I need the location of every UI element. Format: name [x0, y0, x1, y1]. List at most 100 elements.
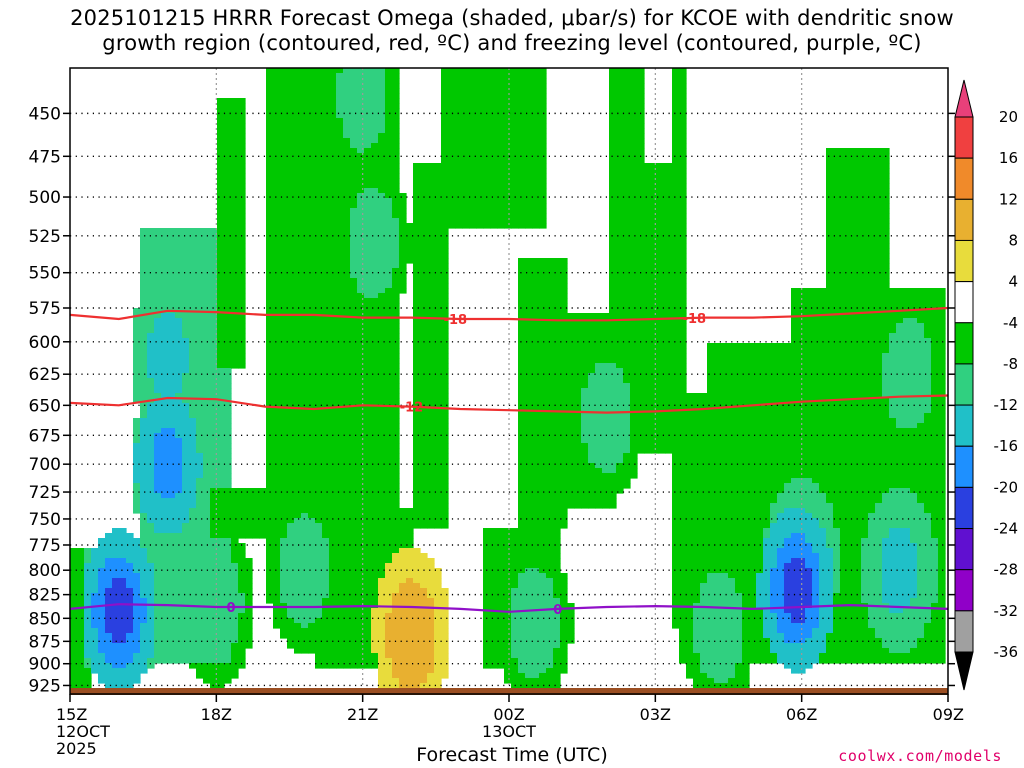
omega-cell — [203, 363, 211, 369]
omega-cell — [287, 358, 295, 364]
omega-cell — [133, 348, 141, 354]
omega-cell — [224, 368, 232, 374]
omega-cell — [231, 343, 239, 349]
omega-cell — [182, 373, 190, 379]
omega-cell — [392, 428, 400, 434]
omega-cell — [385, 478, 393, 484]
omega-cell — [196, 578, 204, 584]
omega-cell — [196, 258, 204, 264]
omega-cell — [413, 608, 421, 614]
omega-cell — [336, 478, 344, 484]
omega-cell — [217, 433, 225, 439]
omega-cell — [105, 628, 113, 634]
omega-cell — [357, 173, 365, 179]
omega-cell — [147, 388, 155, 394]
omega-cell — [441, 143, 449, 149]
omega-cell — [441, 273, 449, 279]
omega-cell — [357, 83, 365, 89]
omega-cell — [392, 328, 400, 334]
omega-cell — [189, 253, 197, 259]
omega-cell — [105, 598, 113, 604]
omega-cell — [322, 598, 330, 604]
omega-cell — [217, 123, 225, 129]
omega-cell — [238, 358, 246, 364]
omega-cell — [336, 248, 344, 254]
omega-cell — [476, 113, 484, 119]
omega-cell — [224, 268, 232, 274]
omega-cell — [280, 308, 288, 314]
omega-cell — [133, 503, 141, 509]
omega-cell — [238, 593, 246, 599]
omega-cell — [238, 258, 246, 264]
omega-cell — [140, 338, 148, 344]
omega-cell — [217, 318, 225, 324]
omega-cell — [168, 428, 176, 434]
omega-cell — [329, 423, 337, 429]
omega-cell — [175, 658, 183, 664]
omega-cell — [154, 528, 162, 534]
omega-cell — [350, 458, 358, 464]
omega-cell — [210, 668, 218, 674]
omega-cell — [294, 623, 302, 629]
omega-cell — [196, 598, 204, 604]
omega-cell — [294, 323, 302, 329]
omega-cell — [287, 278, 295, 284]
omega-cell — [210, 423, 218, 429]
omega-cell — [427, 368, 435, 374]
omega-cell — [392, 393, 400, 399]
omega-cell — [301, 358, 309, 364]
omega-cell — [231, 573, 239, 579]
omega-cell — [392, 118, 400, 124]
omega-cell — [231, 278, 239, 284]
omega-cell — [273, 178, 281, 184]
omega-cell — [210, 538, 218, 544]
omega-cell — [280, 148, 288, 154]
omega-cell — [245, 523, 253, 529]
omega-cell — [294, 503, 302, 509]
omega-cell — [266, 428, 274, 434]
omega-cell — [168, 648, 176, 654]
omega-cell — [357, 198, 365, 204]
omega-cell — [399, 273, 407, 279]
omega-cell — [308, 238, 316, 244]
omega-cell — [154, 463, 162, 469]
omega-cell — [357, 398, 365, 404]
omega-cell — [455, 163, 463, 169]
omega-cell — [168, 503, 176, 509]
omega-cell — [147, 613, 155, 619]
omega-cell — [413, 663, 421, 669]
omega-cell — [427, 163, 435, 169]
omega-cell — [378, 123, 386, 129]
omega-cell — [112, 548, 120, 554]
omega-cell — [112, 533, 120, 539]
omega-cell — [203, 643, 211, 649]
omega-cell — [434, 318, 442, 324]
omega-cell — [217, 203, 225, 209]
omega-cell — [266, 593, 274, 599]
omega-cell — [469, 163, 477, 169]
omega-cell — [455, 223, 463, 229]
omega-cell — [462, 198, 470, 204]
omega-cell — [364, 358, 372, 364]
omega-cell — [371, 553, 379, 559]
omega-cell — [203, 343, 211, 349]
omega-cell — [322, 218, 330, 224]
omega-cell — [406, 233, 414, 239]
omega-cell — [168, 593, 176, 599]
omega-cell — [280, 243, 288, 249]
omega-cell — [420, 463, 428, 469]
omega-cell — [210, 498, 218, 504]
omega-cell — [140, 393, 148, 399]
omega-cell — [413, 508, 421, 514]
omega-cell — [350, 378, 358, 384]
omega-cell — [189, 363, 197, 369]
omega-cell — [140, 343, 148, 349]
omega-cell — [364, 543, 372, 549]
omega-cell — [483, 663, 491, 669]
omega-cell — [224, 408, 232, 414]
omega-cell — [294, 603, 302, 609]
omega-cell — [154, 298, 162, 304]
omega-cell — [371, 138, 379, 144]
omega-cell — [217, 383, 225, 389]
omega-cell — [364, 498, 372, 504]
